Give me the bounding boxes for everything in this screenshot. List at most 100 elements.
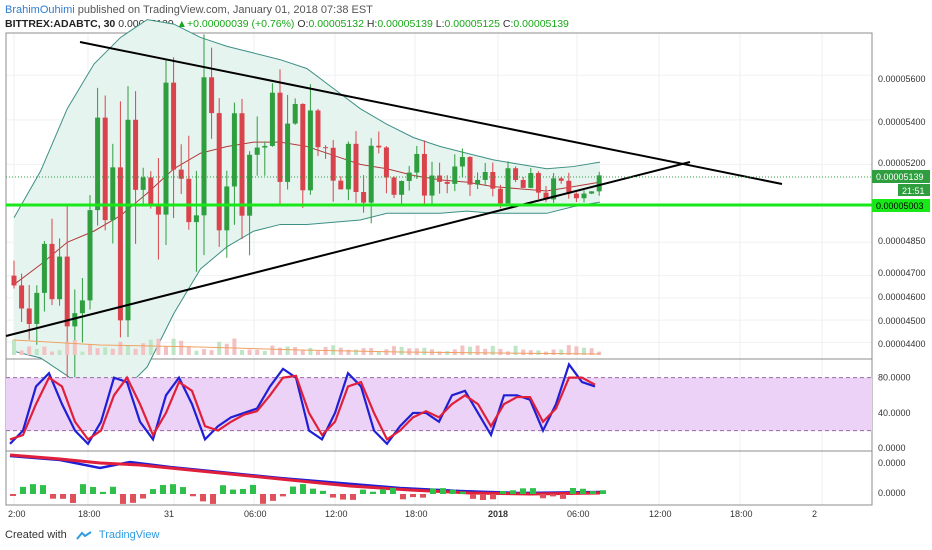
price-axis-label: 0.00004850 (878, 236, 926, 246)
candle-body (224, 186, 230, 231)
macd-histogram-bar (120, 494, 126, 504)
macd-histogram-bar (480, 494, 486, 500)
macd-histogram-bar (260, 494, 266, 504)
candle-body (95, 117, 101, 211)
volume-bar (95, 348, 100, 355)
macd-histogram-bar (600, 490, 606, 494)
candle-body (505, 168, 511, 204)
candle-body (528, 173, 534, 188)
candle-body (497, 188, 503, 204)
candle-body (551, 178, 557, 200)
volume-bar (308, 347, 313, 355)
countdown-bg (898, 184, 930, 196)
time-axis-label: 06:00 (567, 509, 590, 519)
macd-histogram-bar (180, 487, 186, 494)
volume-bar (589, 348, 594, 355)
volume-bar (255, 349, 260, 355)
volume-bar (338, 347, 343, 355)
volume-bar (42, 346, 47, 355)
candle-body (262, 145, 268, 148)
publisher-line: BrahimOuhimi published on TradingView.co… (5, 4, 373, 16)
open-value: 0.00005132 (308, 18, 364, 30)
volume-bar (414, 348, 419, 355)
macd-histogram-bar (50, 494, 56, 499)
volume-bar (217, 341, 222, 355)
candle-body (148, 177, 154, 206)
candle-body (117, 167, 123, 321)
volume-bar (285, 346, 290, 355)
volume-bar (521, 349, 526, 355)
author-link[interactable]: BrahimOuhimi (5, 4, 75, 16)
candle-body (64, 256, 70, 327)
macd-histogram-bar (510, 490, 516, 494)
macd-histogram-bar (130, 494, 136, 503)
macd-histogram-bar (140, 494, 146, 499)
macd-histogram-bar (100, 491, 106, 494)
candle-body (209, 77, 215, 114)
price-axis-label: 0.00004400 (878, 339, 926, 349)
candle-body (581, 193, 587, 199)
candle-body (163, 82, 169, 215)
macd-histogram-bar (310, 488, 316, 494)
candle-body (140, 177, 146, 190)
volume-bar (392, 346, 396, 355)
macd-signal-line (9, 453, 601, 496)
macd-histogram-bar (470, 494, 476, 499)
candle-body (171, 82, 177, 170)
macd-histogram-bar (220, 485, 226, 494)
volume-bar (194, 350, 199, 355)
candle-body (376, 145, 382, 148)
volume-bar (240, 350, 244, 355)
tradingview-brand[interactable]: TradingView (98, 529, 160, 541)
change-value: +0.00000039 (+0.76%) (187, 18, 295, 30)
stoch-axis-label: 0.0000 (878, 443, 906, 453)
volume-bar (126, 345, 130, 355)
macd-histogram-bar (90, 486, 96, 494)
macd-histogram-bar (60, 494, 66, 499)
tradingview-logo-icon (76, 530, 92, 540)
macd-histogram-bar (420, 494, 426, 498)
candle-body (330, 147, 336, 181)
macd-histogram-bar (370, 491, 376, 494)
candle-body (231, 113, 237, 187)
candle-body (133, 119, 139, 190)
volume-bar (399, 346, 404, 355)
candle-body (57, 256, 63, 300)
volume-bar (57, 350, 62, 355)
candle-body (201, 77, 207, 216)
macd-histogram-bar (290, 486, 296, 494)
volume-bar (574, 346, 579, 355)
time-axis-label: 06:00 (244, 509, 267, 519)
candle-body (452, 166, 458, 184)
candle-body (186, 178, 192, 223)
volume-bar (331, 345, 336, 355)
volume-bar (270, 345, 275, 355)
macd-histogram-bar (70, 494, 76, 503)
high-value: 0.00005139 (377, 18, 433, 30)
volume-bar (354, 349, 358, 355)
macd-histogram-bar (280, 494, 286, 497)
high-label: H: (366, 18, 378, 30)
price-axis-label: 0.00005400 (878, 117, 926, 127)
volume-bar (582, 347, 586, 355)
symbol-label: BITTREX:ADABTC, 30 (5, 18, 116, 30)
candle-body (216, 113, 222, 231)
macd-histogram-bar (380, 489, 386, 494)
open-label: O: (297, 18, 309, 30)
macd-histogram-bar (160, 484, 166, 494)
macd-histogram-bar (400, 494, 406, 500)
price-axis-label: 0.00005600 (878, 74, 926, 84)
time-axis-label: 12:00 (649, 509, 672, 519)
volume-bar (103, 347, 108, 355)
macd-histogram-bar (560, 494, 566, 499)
volume-bar (209, 350, 214, 355)
price-tag-label: 0.00005139 (876, 172, 924, 182)
volume-bar (141, 343, 146, 355)
candle-body (406, 172, 412, 182)
price-axis-label: 0.00004700 (878, 268, 926, 278)
volume-bar (316, 351, 320, 355)
macd-histogram-bar (430, 488, 436, 494)
volume-bar (232, 338, 237, 355)
macd-axis-label: 0.0000 (878, 488, 906, 498)
